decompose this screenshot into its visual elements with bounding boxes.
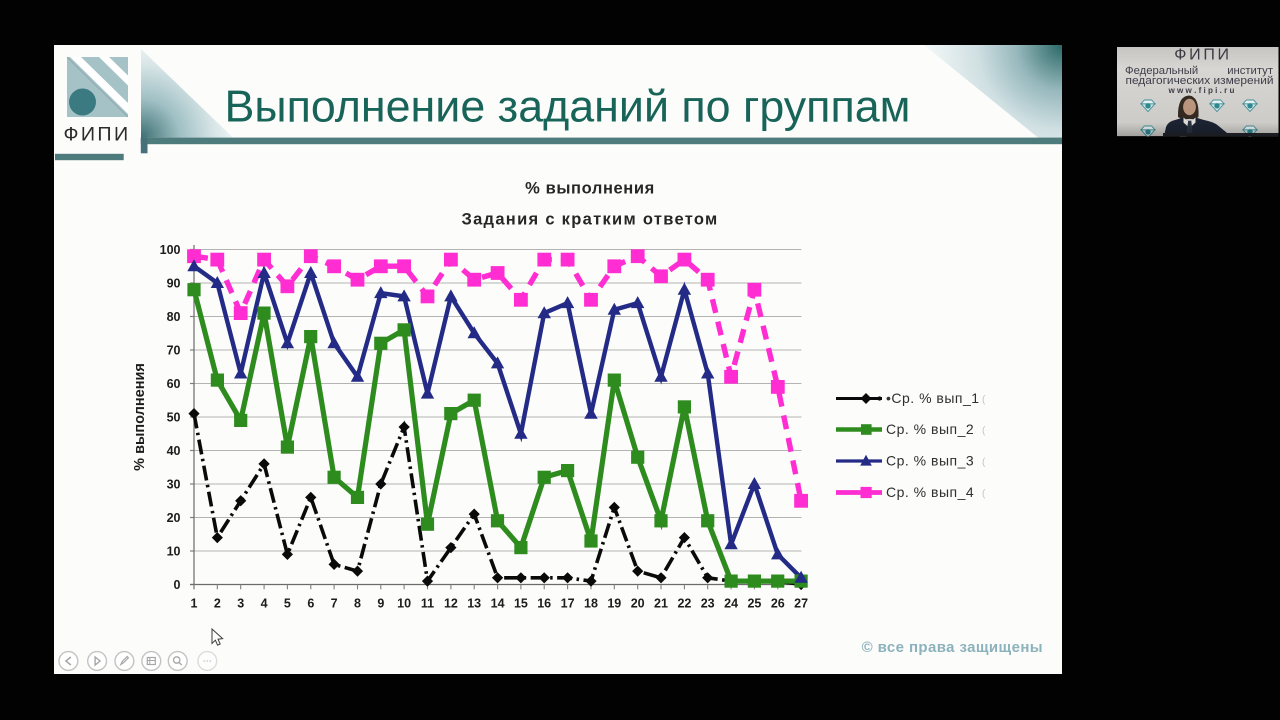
svg-text:•Ср. % вып_1: •Ср. % вып_1 xyxy=(886,390,980,406)
svg-text:2: 2 xyxy=(214,597,221,611)
svg-text:(: ( xyxy=(982,489,986,500)
svg-text:80: 80 xyxy=(167,310,181,324)
svg-text:60: 60 xyxy=(167,377,181,391)
svg-text:20: 20 xyxy=(631,597,645,611)
svg-text:© все права защищены: © все права защищены xyxy=(862,639,1043,656)
svg-text:27: 27 xyxy=(794,597,808,611)
svg-text:(: ( xyxy=(982,395,986,406)
svg-text:90: 90 xyxy=(167,276,181,290)
svg-text:Выполнение заданий по группам: Выполнение заданий по группам xyxy=(225,82,911,132)
svg-text:100: 100 xyxy=(160,243,181,257)
svg-text:16: 16 xyxy=(537,597,551,611)
svg-text:0: 0 xyxy=(174,578,181,592)
svg-text:5: 5 xyxy=(284,597,291,611)
svg-text:70: 70 xyxy=(167,343,181,357)
svg-text:Задания с кратким ответом: Задания с кратким ответом xyxy=(461,211,718,229)
svg-text:19: 19 xyxy=(607,597,621,611)
svg-text:17: 17 xyxy=(561,597,575,611)
svg-text:4: 4 xyxy=(261,597,268,611)
svg-text:25: 25 xyxy=(747,597,761,611)
svg-text:Ср. % вып_2: Ср. % вып_2 xyxy=(886,421,974,437)
svg-text:24: 24 xyxy=(724,597,738,611)
svg-text:6: 6 xyxy=(307,597,314,611)
svg-text:% выполнения: % выполнения xyxy=(525,180,655,198)
svg-text:1: 1 xyxy=(191,597,198,611)
svg-text:Ср. % вып_3: Ср. % вып_3 xyxy=(886,453,974,469)
svg-text:8: 8 xyxy=(354,597,361,611)
svg-text:Ср. % вып_4: Ср. % вып_4 xyxy=(886,484,974,500)
svg-text:22: 22 xyxy=(677,597,691,611)
svg-text:9: 9 xyxy=(377,597,384,611)
svg-text:% выполнения: % выполнения xyxy=(132,363,148,471)
svg-text:15: 15 xyxy=(514,597,528,611)
svg-text:13: 13 xyxy=(467,597,481,611)
svg-text:7: 7 xyxy=(331,597,338,611)
svg-text:10: 10 xyxy=(397,597,411,611)
svg-text:10: 10 xyxy=(167,544,181,558)
svg-text:21: 21 xyxy=(654,597,668,611)
svg-text:11: 11 xyxy=(421,597,434,611)
svg-text:40: 40 xyxy=(167,444,181,458)
svg-text:3: 3 xyxy=(237,597,244,611)
svg-text:26: 26 xyxy=(771,597,785,611)
svg-text:12: 12 xyxy=(444,597,458,611)
svg-text:20: 20 xyxy=(167,511,181,525)
svg-text:(: ( xyxy=(982,426,986,437)
svg-text:18: 18 xyxy=(584,597,598,611)
svg-text:23: 23 xyxy=(701,597,715,611)
svg-text:50: 50 xyxy=(167,410,181,424)
svg-text:(: ( xyxy=(982,457,986,468)
svg-text:ФИПИ: ФИПИ xyxy=(64,124,131,146)
svg-text:30: 30 xyxy=(167,477,181,491)
svg-text:14: 14 xyxy=(491,597,505,611)
